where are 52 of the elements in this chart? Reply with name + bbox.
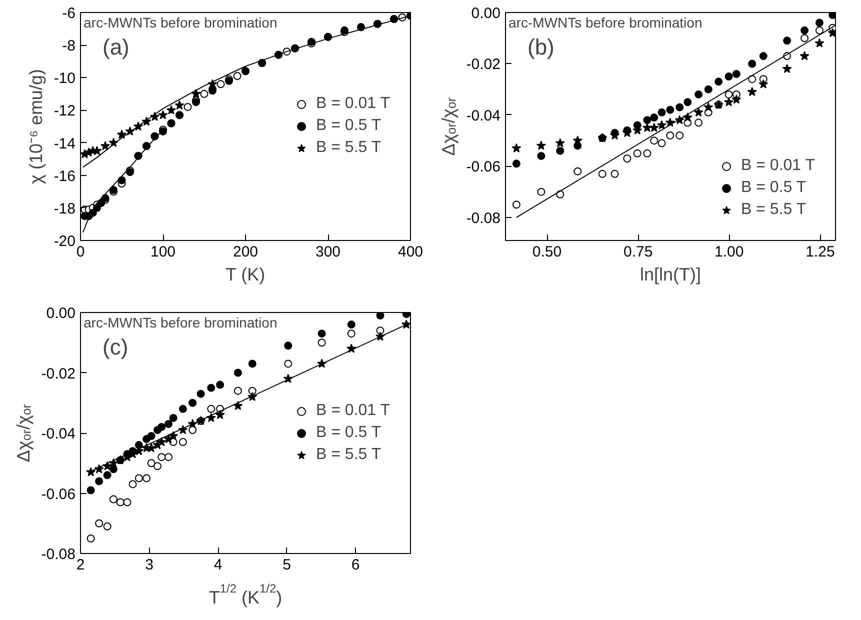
x-tick-label: 200: [232, 244, 258, 260]
x-tick-label: 100: [150, 244, 176, 260]
x-tick-label: 300: [315, 244, 341, 260]
y-tick-label: -14: [54, 135, 76, 152]
x-tick-label: 6: [351, 556, 360, 574]
legend-label: B = 0.5 T: [741, 179, 806, 197]
annotation: (a): [102, 34, 130, 60]
y-axis-title: χ (10⁻⁶ emu/g): [26, 69, 46, 184]
y-tick-label: 0.00: [471, 5, 501, 22]
y-tick-label: -0.06: [466, 158, 501, 176]
x-tick-label: 2: [76, 556, 85, 574]
y-tick-label: -0.06: [41, 486, 76, 503]
legend-label: B = 0.01 T: [741, 157, 815, 175]
y-tick-label: 0.00: [46, 305, 76, 322]
legend-label: B = 5.5 T: [741, 201, 806, 219]
legend-label: B = 5.5 T: [316, 446, 382, 464]
y-tick-label: -0.08: [466, 210, 501, 227]
y-tick-label: -0.04: [41, 426, 76, 442]
legend-label: B = 0.01 T: [316, 402, 390, 420]
x-tick-label: 4: [214, 556, 222, 574]
annotation: arc-MWNTs before bromination: [508, 14, 702, 30]
annotation: arc-MWNTs before bromination: [84, 14, 278, 30]
y-tick-label: -12: [54, 102, 76, 120]
legend-label: B = 0.5 T: [316, 117, 382, 135]
x-tick-label: 0.50: [532, 244, 562, 260]
legend-label: B = 5.5 T: [316, 139, 382, 157]
y-tick-label: -10: [54, 70, 76, 88]
y-tick-label: -0.04: [466, 107, 501, 124]
legend-label: B = 0.01 T: [316, 95, 390, 113]
y-tick-label: -18: [54, 200, 76, 218]
annotation: (c): [102, 334, 128, 360]
x-tick-label: 5: [282, 556, 291, 574]
x-tick-label: 1.00: [714, 244, 744, 260]
x-axis-title: T (K): [226, 264, 266, 284]
annotation: arc-MWNTs before bromination: [84, 314, 278, 330]
legend-label: B = 0.5 T: [316, 424, 382, 442]
y-tick-label: -0.02: [466, 56, 501, 74]
x-axis-title: ln[ln(T)]: [640, 264, 702, 284]
y-tick-label: -8: [62, 38, 76, 55]
x-tick-label: 400: [398, 244, 424, 260]
y-tick-label: -0.08: [41, 546, 76, 563]
annotation: (b): [528, 34, 554, 60]
y-tick-label: -16: [54, 168, 76, 185]
y-axis-title: Δχₒᵣ/χₒᵣ: [438, 97, 458, 156]
x-tick-label: 1.25: [806, 244, 835, 260]
y-tick-label: -0.02: [41, 365, 76, 382]
y-tick-label: -20: [54, 233, 76, 250]
x-tick-label: 0: [76, 244, 85, 260]
y-tick-label: -6: [62, 5, 76, 22]
y-axis-title: Δχₒᵣ/χₒᵣ: [13, 404, 34, 462]
x-tick-label: 0.75: [623, 244, 653, 260]
x-tick-label: 3: [145, 556, 154, 574]
